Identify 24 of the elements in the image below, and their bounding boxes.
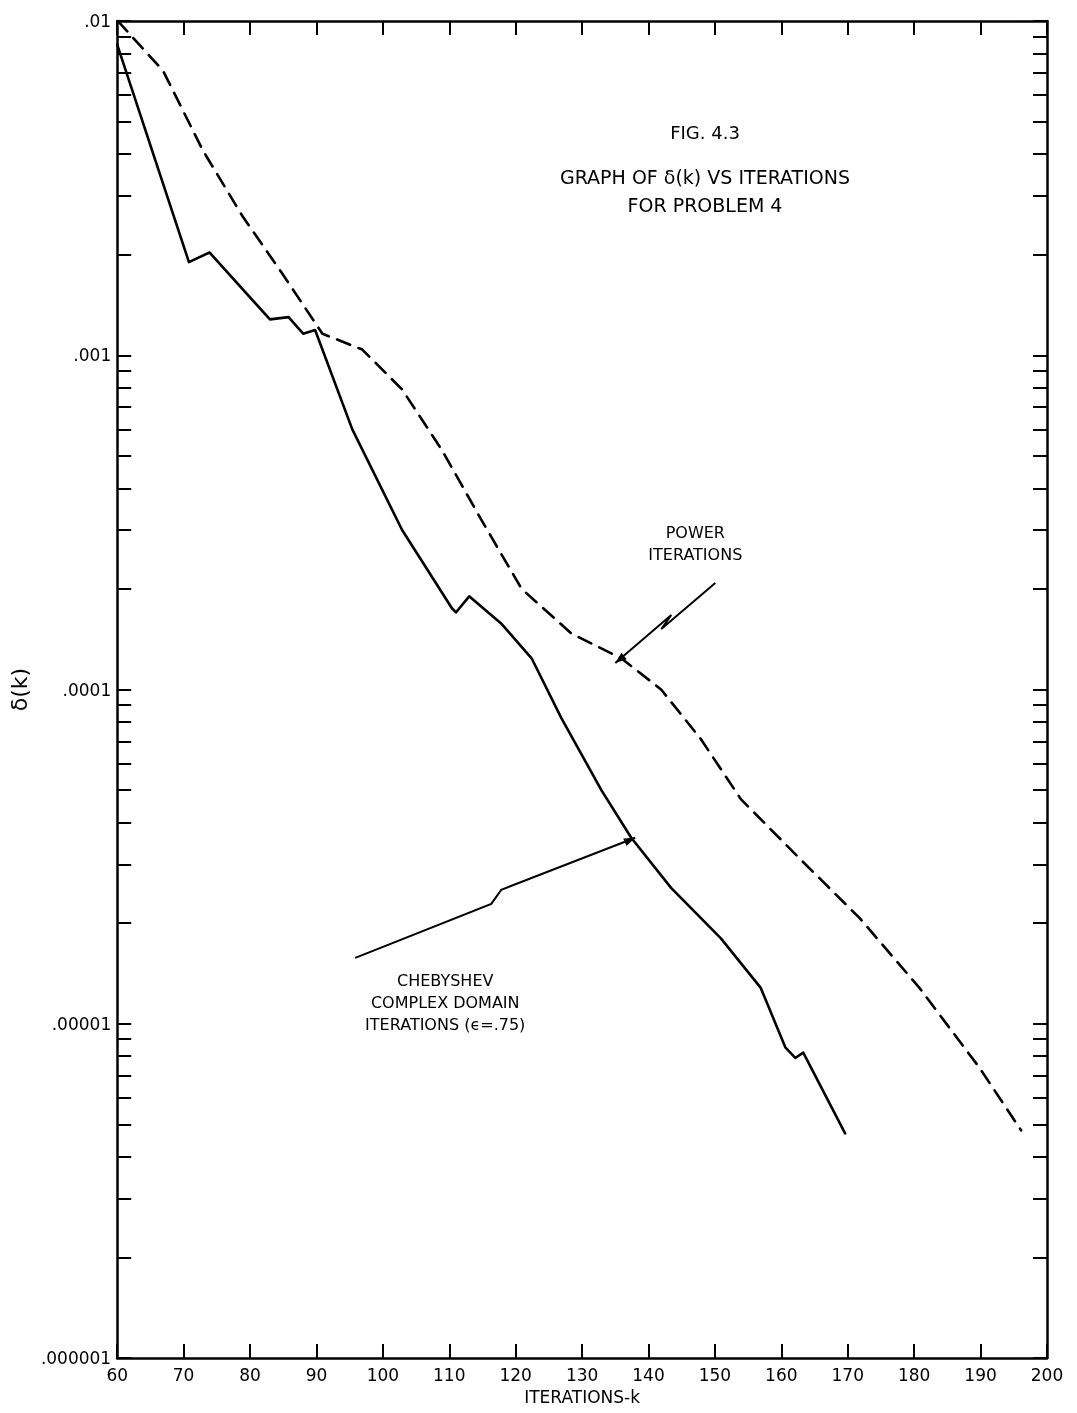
x-tick-label: 80 (239, 1364, 261, 1385)
y-tick-label: .001 (73, 345, 112, 366)
x-tick-label: 140 (632, 1364, 665, 1385)
x-tick-label: 200 (1030, 1364, 1064, 1385)
annotation: CHEBYSHEV COMPLEX DOMAIN ITERATIONS (ϵ=.75) (365, 971, 526, 1035)
x-tick-label: 70 (172, 1364, 195, 1385)
annotation: POWER ITERATIONS (648, 522, 743, 564)
x-tick-label: 150 (698, 1364, 732, 1385)
x-tick-label: 90 (305, 1364, 328, 1385)
x-tick-label: 170 (831, 1364, 864, 1385)
x-tick-label: 190 (964, 1364, 997, 1385)
x-tick-label: 120 (499, 1364, 532, 1385)
x-tick-label: 100 (366, 1364, 400, 1385)
y-tick-label: .01 (84, 11, 112, 31)
x-tick-label: 130 (565, 1364, 599, 1385)
x-tick-label: 110 (433, 1364, 466, 1385)
y-tick-label: .00001 (51, 1013, 112, 1034)
y-tick-label: .0001 (62, 679, 112, 700)
x-tick-label: 180 (897, 1364, 931, 1385)
text: FIG. 4.3 (670, 121, 740, 143)
x-tick-label: 160 (765, 1364, 798, 1385)
x-axis-title: ITERATIONS-k (524, 1386, 641, 1407)
y-axis-title: δ(k) (6, 667, 32, 712)
text: GRAPH OF δ(k) VS ITERATIONS FOR PROBLEM 4 (559, 166, 851, 216)
